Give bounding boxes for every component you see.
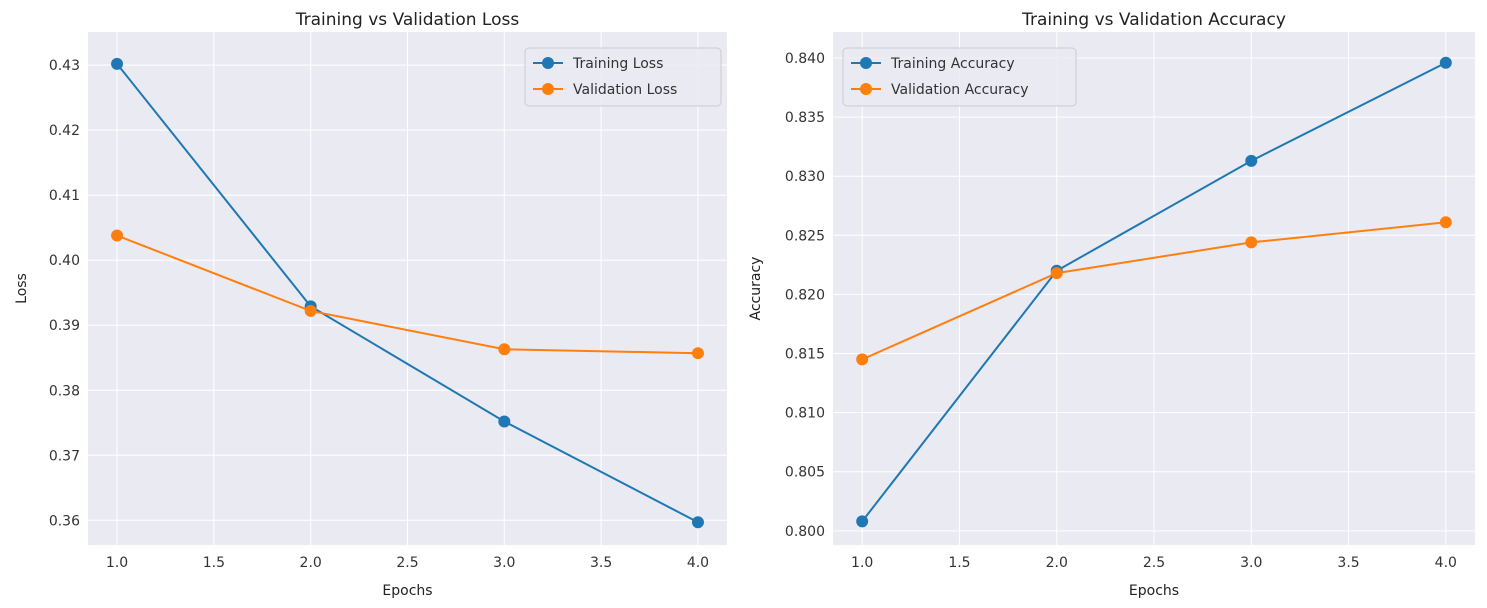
y-tick-label: 0.835	[785, 110, 825, 126]
legend-label: Training Loss	[572, 56, 663, 72]
x-tick-label: 4.0	[1435, 555, 1457, 571]
series-line-2	[861, 221, 1446, 361]
x-tick-label: 2.5	[396, 555, 418, 571]
x-tick-label: 3.0	[1240, 555, 1262, 571]
y-tick-label: 0.815	[785, 347, 825, 363]
y-axis-label: Accuracy	[748, 257, 764, 321]
data-point	[691, 516, 704, 529]
x-tick-label: 1.5	[203, 555, 225, 571]
series-line-1	[861, 61, 1447, 522]
y-tick-label: 0.830	[785, 169, 825, 185]
data-point	[111, 57, 124, 70]
x-tick-label: 2.5	[1143, 555, 1165, 571]
y-tick-label: 0.37	[49, 448, 80, 464]
x-tick-label: 2.0	[1046, 555, 1068, 571]
legend-marker	[542, 83, 554, 95]
data-point	[111, 229, 124, 242]
y-tick-label: 0.39	[49, 318, 80, 334]
legend: Training Loss Validation Loss	[524, 47, 722, 107]
legend-label: Validation Loss	[573, 82, 677, 98]
legend-marker	[860, 83, 872, 95]
data-point	[1439, 56, 1452, 69]
x-tick-label: 3.5	[590, 555, 612, 571]
legend-marker	[860, 57, 872, 69]
legend-box	[842, 47, 1077, 107]
y-tick-label: 0.42	[49, 123, 80, 139]
x-tick-label: 3.0	[493, 555, 515, 571]
y-tick-label: 0.41	[49, 188, 80, 204]
y-tick-label: 0.38	[49, 383, 80, 399]
data-point	[856, 353, 869, 366]
y-tick-label: 0.800	[785, 524, 825, 540]
legend-label: Validation Accuracy	[891, 82, 1029, 98]
data-point	[1439, 216, 1452, 229]
data-point	[1050, 267, 1063, 280]
data-point	[498, 343, 511, 356]
data-point	[1245, 236, 1258, 249]
x-tick-label: 1.5	[948, 555, 970, 571]
x-tick-label: 1.0	[106, 555, 128, 571]
x-axis-label: Epochs	[382, 583, 432, 599]
y-tick-label: 0.840	[785, 51, 825, 67]
chart-title: Training vs Validation Loss	[295, 10, 520, 30]
x-tick-label: 4.0	[687, 555, 709, 571]
x-tick-label: 1.0	[851, 555, 873, 571]
y-tick-label: 0.810	[785, 406, 825, 422]
legend: Training Accuracy Validation Accuracy	[842, 47, 1077, 107]
legend-marker	[542, 57, 554, 69]
chart-1: 1.0 1.5 2.0 2.5 3.0 3.5 4.0 0.36 0.37 0.38 0.39 0.4…	[14, 10, 727, 599]
x-axis-label: Epochs	[1129, 583, 1179, 599]
y-axis-label: Loss	[14, 273, 30, 304]
x-tick-label: 3.5	[1337, 555, 1359, 571]
y-tick-label: 0.43	[49, 58, 80, 74]
legend-box	[524, 47, 722, 107]
x-tick-label: 2.0	[300, 555, 322, 571]
chart-2: 1.0 1.5 2.0 2.5 3.0 3.5 4.0 0.800 0.805 0.810 0.81…	[748, 10, 1475, 599]
y-tick-label: 0.820	[785, 287, 825, 303]
data-point	[856, 515, 869, 528]
data-point	[1245, 154, 1258, 167]
data-point	[304, 304, 317, 317]
chart-title: Training vs Validation Accuracy	[1021, 10, 1286, 30]
y-tick-label: 0.805	[785, 465, 825, 481]
y-tick-label: 0.36	[49, 513, 80, 529]
y-tick-label: 0.825	[785, 228, 825, 244]
data-point	[498, 415, 511, 428]
series-line-1	[116, 63, 699, 524]
legend-label: Training Accuracy	[890, 56, 1015, 72]
series-line-2	[116, 234, 698, 355]
data-point	[691, 347, 704, 360]
y-tick-label: 0.40	[49, 253, 80, 269]
